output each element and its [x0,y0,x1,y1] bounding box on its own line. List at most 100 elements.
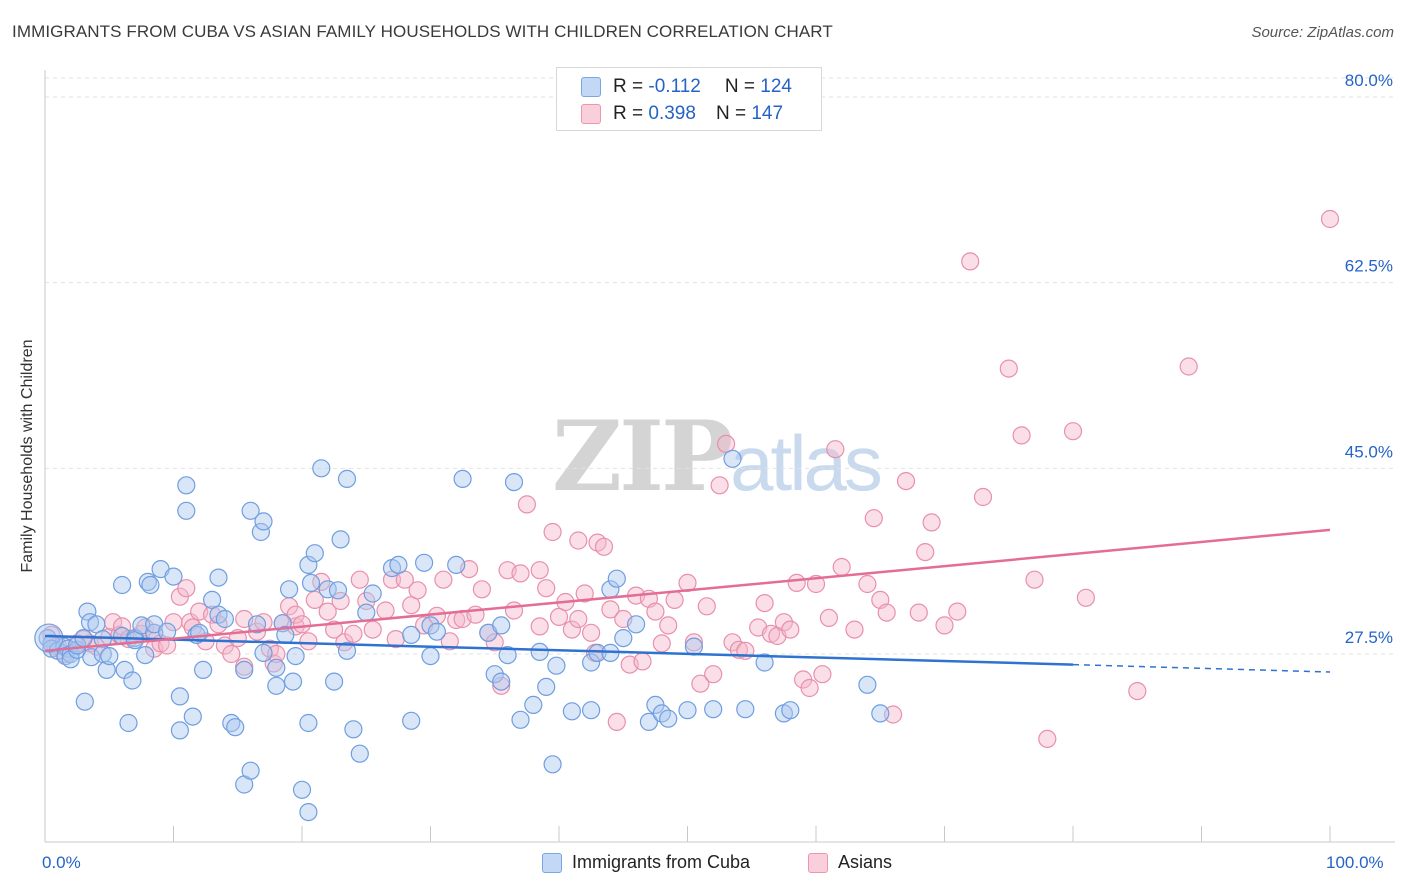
asian-point [305,590,324,610]
y-tick-label: 80.0% [1345,71,1393,90]
asian-point [530,617,549,636]
cuba-point [235,660,254,680]
y-tick-label: 62.5% [1345,257,1393,276]
asian-point [363,620,382,639]
asian-point [569,609,588,629]
asian-point [1320,209,1340,229]
cuba-point [183,707,202,726]
asian-point [916,542,935,562]
asian-point [652,634,671,653]
watermark-zip: ZIP [552,400,733,513]
asian-point [864,509,883,528]
asian-point [325,620,344,639]
asian-point [607,712,626,732]
cuba-point [547,656,566,675]
asian-point [774,613,794,632]
asian-point [787,573,806,593]
cuba-point [421,646,440,666]
asian-point [1063,422,1083,441]
asian-point [350,570,369,589]
cuba-point [331,530,350,549]
cuba-point [659,709,678,728]
asian-point [569,531,588,550]
bottom-legend-cuba: Immigrants from Cuba [542,852,750,873]
asian-point [858,574,877,594]
cuba-point [138,572,157,592]
cuba-point [136,645,155,665]
cuba-point [215,609,234,629]
cuba-point [119,713,138,733]
asian-point [883,705,903,724]
cuba-point [267,658,286,677]
asian-point [710,476,729,495]
asian-point [935,616,954,635]
cuba-point [177,476,196,495]
data-points [34,209,1340,822]
asian-point [1179,357,1198,376]
cuba-point [100,646,119,666]
asian-point [434,570,453,589]
asian-point [492,676,511,695]
asian-point [601,600,620,619]
cuba-point [305,544,324,563]
cuba-point [581,701,601,720]
asian-point [575,584,594,603]
cuba-trend-line [44,634,1074,666]
asian-point [819,608,839,628]
cuba-point [328,581,348,600]
y-tick-label: 27.5% [1345,628,1393,647]
cuba-point [344,720,363,739]
asian-point [331,591,350,611]
cuba-point [415,553,434,572]
legend-r-value-asians: 0.398 [648,103,696,124]
x-tick-min: 0.0% [42,853,81,872]
cuba-point [267,676,286,695]
bottom-legend-swatch-asians [808,852,828,873]
asian-point [537,579,556,598]
asian-point [292,615,312,634]
cuba-point [78,602,97,621]
y-tick-label: 45.0% [1345,442,1393,461]
cuba-point [543,755,562,774]
axes [44,70,1395,843]
cuba-point [299,555,318,575]
asian-point [961,252,980,271]
cuba-point [112,575,132,595]
legend-swatch-cuba [581,77,601,97]
asian-point [318,602,337,621]
cuba-point [177,501,196,520]
asian-point [158,636,177,655]
legend-r-label: R = [613,103,644,124]
bottom-legend-asians: Asians [808,852,892,873]
asian-point [704,665,723,684]
cuba-point [299,713,318,733]
cuba-point [511,710,530,729]
cuba-point [241,501,260,520]
cuba-point [427,622,446,641]
asian-point [1038,729,1057,749]
cuba-point [504,473,524,492]
legend-row-cuba: R = -0.112 N = 124 [581,76,792,98]
legend-r-label: R = [613,76,644,97]
asian-point [800,678,819,698]
cuba-point [209,568,228,587]
cuba-point [190,623,209,642]
cuba-point [723,449,742,468]
cuba-point [141,575,160,595]
legend-r-value-cuba: -0.112 [648,76,701,97]
cuba-point [350,744,369,763]
asian-point [646,602,665,621]
cuba-point [226,718,245,737]
asian-point [581,623,601,642]
cuba-point [93,629,112,649]
chart-source: Source: ZipAtlas.com [1251,24,1394,41]
cuba-point [639,712,659,732]
cuba-point [337,641,357,660]
legend-n-value-cuba: 124 [760,76,792,97]
legend-n-label: N = [715,103,747,124]
trend-lines [44,528,1331,673]
cuba-point [301,573,321,593]
cuba-point [75,692,94,711]
asian-point [633,652,652,671]
asian-point [408,581,427,600]
